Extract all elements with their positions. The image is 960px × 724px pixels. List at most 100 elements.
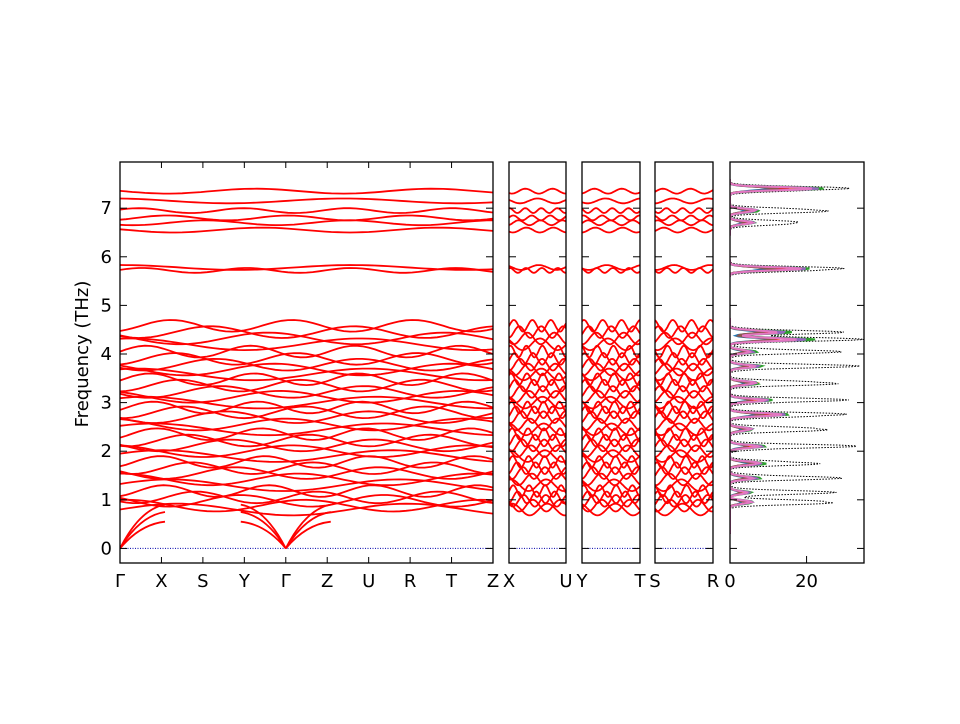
band-line — [509, 367, 566, 382]
band-lines — [655, 187, 713, 549]
band-line — [509, 444, 566, 458]
y-tick-label: 4 — [101, 344, 112, 365]
band-line — [655, 405, 713, 420]
band-line — [509, 197, 566, 205]
band-line — [655, 498, 713, 513]
band-line — [509, 478, 566, 492]
x-tick-label: Y — [238, 571, 251, 592]
band-line — [582, 362, 640, 377]
band-line — [509, 214, 566, 222]
band-line — [120, 389, 493, 404]
band-line — [120, 461, 493, 475]
band-line — [509, 219, 566, 227]
x-tick-label: T — [634, 571, 647, 592]
x-tick-label: R — [707, 571, 720, 592]
band-line — [120, 484, 493, 498]
band-line — [120, 372, 493, 387]
x-tick-label: Z — [321, 571, 333, 592]
band-line — [509, 372, 566, 387]
band-line — [582, 405, 640, 420]
band-line — [120, 410, 493, 424]
band-line — [509, 389, 566, 404]
band-line — [582, 502, 640, 517]
band-line — [582, 325, 640, 339]
band-line — [655, 214, 713, 222]
band-line — [655, 344, 713, 359]
band-line — [120, 331, 493, 346]
band-line — [655, 472, 713, 487]
band-line — [582, 352, 640, 366]
band-line — [120, 427, 493, 441]
band-line — [120, 344, 493, 359]
band-line — [655, 490, 713, 505]
band-line — [120, 400, 493, 415]
band-line — [120, 502, 493, 517]
band-line — [582, 478, 640, 493]
band-line — [509, 362, 566, 377]
band-line — [582, 214, 640, 222]
band-line — [120, 498, 493, 513]
band-line — [582, 226, 640, 234]
band-line — [120, 449, 493, 463]
band-line — [582, 367, 640, 382]
x-tick-label: S — [197, 571, 208, 592]
dos-panel: 0 20 — [724, 161, 865, 592]
band-line — [120, 352, 493, 366]
band-line — [120, 472, 493, 487]
x-tick-label: Γ — [281, 571, 291, 592]
band-line — [120, 438, 493, 453]
band-line — [655, 389, 713, 404]
band-line — [582, 264, 640, 271]
band-line — [655, 264, 713, 271]
band-line — [582, 433, 640, 448]
band-line — [120, 226, 493, 234]
band-line — [655, 438, 713, 453]
band-line — [655, 455, 713, 469]
band-line — [582, 455, 640, 469]
dos-x-tick-label: 0 — [724, 571, 735, 592]
x-tick-label: Y — [576, 571, 589, 592]
band-line — [655, 378, 713, 393]
band-line — [582, 490, 640, 505]
band-line — [582, 187, 640, 195]
band-line — [509, 498, 566, 513]
band-line — [509, 400, 566, 415]
band-line — [509, 226, 566, 234]
band-lines — [509, 187, 566, 549]
band-line — [655, 207, 713, 214]
band-line — [655, 433, 713, 448]
dos-frame — [729, 161, 865, 564]
band-line — [120, 422, 493, 437]
band-line — [582, 337, 640, 351]
x-tick-label: U — [559, 571, 572, 592]
band-line — [582, 319, 640, 333]
band-line — [582, 197, 640, 205]
band-line — [120, 325, 493, 339]
y-tick-label: 0 — [101, 538, 112, 559]
band-line — [120, 405, 493, 420]
band-line — [582, 378, 640, 393]
band-line — [509, 472, 566, 487]
x-tick-label: X — [155, 571, 167, 592]
band-line — [655, 417, 713, 432]
band-line — [120, 490, 493, 505]
band-line — [655, 410, 713, 424]
band-line — [120, 433, 493, 448]
band-line — [509, 502, 566, 517]
band-line — [509, 319, 566, 333]
band-line — [120, 385, 493, 399]
band-line — [120, 207, 493, 214]
band-line — [655, 484, 713, 498]
band-line — [582, 422, 640, 437]
y-tick-label: 6 — [101, 247, 112, 268]
panel-frame — [119, 161, 494, 564]
band-line — [120, 367, 493, 382]
band-line — [509, 484, 566, 498]
band-line — [120, 219, 493, 227]
band-line — [120, 494, 493, 508]
y-tick-label: 7 — [101, 198, 112, 219]
band-line — [582, 344, 640, 359]
band-line — [582, 449, 640, 463]
